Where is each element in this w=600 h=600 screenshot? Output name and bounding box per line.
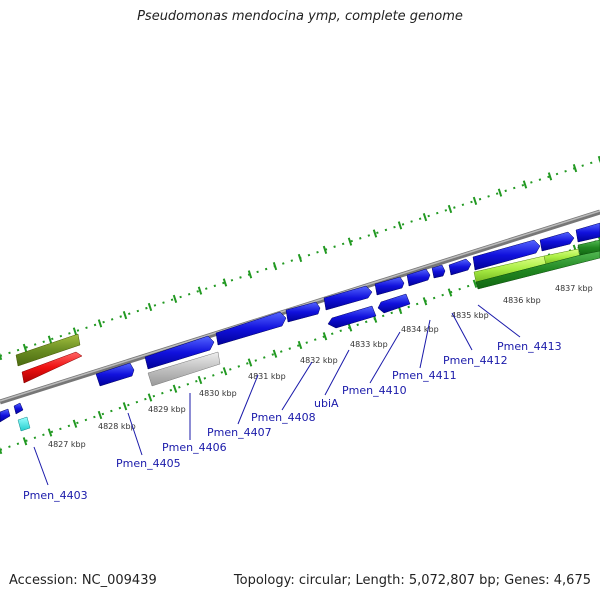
major-tick bbox=[422, 213, 428, 222]
gene-blue-11[interactable] bbox=[539, 231, 575, 252]
scale-label: 4828 kbp bbox=[98, 422, 136, 431]
major-tick bbox=[322, 332, 328, 341]
major-tick bbox=[72, 327, 78, 336]
gene-dark-green-feature-2[interactable] bbox=[577, 239, 600, 256]
major-tick bbox=[172, 294, 178, 303]
major-tick bbox=[297, 253, 303, 263]
major-tick bbox=[497, 188, 503, 197]
gene-label[interactable]: Pmen_4405 bbox=[116, 457, 181, 470]
gene-blue-9[interactable] bbox=[448, 258, 472, 276]
major-tick bbox=[397, 221, 403, 230]
gene-label[interactable]: Pmen_4406 bbox=[162, 441, 227, 454]
major-tick bbox=[222, 367, 228, 376]
major-tick bbox=[522, 180, 528, 189]
gene-blue-2[interactable] bbox=[144, 335, 215, 370]
major-tick bbox=[297, 340, 303, 350]
major-tick bbox=[22, 343, 28, 352]
forward-strand-features bbox=[15, 222, 600, 387]
gene-label[interactable]: Pmen_4411 bbox=[392, 369, 457, 382]
scale-label: 4833 kbp bbox=[350, 340, 388, 349]
major-tick bbox=[22, 437, 28, 446]
major-tick bbox=[172, 384, 178, 393]
major-tick bbox=[372, 229, 378, 238]
genome-backbone-highlight bbox=[0, 210, 600, 402]
map-title: Pseudomonas mendocina ymp, complete geno… bbox=[137, 9, 463, 24]
gene-label[interactable]: Pmen_4407 bbox=[207, 426, 272, 439]
gene-labels: Pmen_4403 Pmen_4405 Pmen_4406 Pmen_4407 … bbox=[23, 340, 562, 502]
outer-major-ticks bbox=[0, 155, 600, 361]
scale-label: 4836 kbp bbox=[503, 296, 541, 305]
scale-label: 4831 kbp bbox=[248, 372, 286, 381]
gene-label[interactable]: Pmen_4412 bbox=[443, 354, 508, 367]
gene-blue-rev-2[interactable] bbox=[377, 293, 411, 314]
major-tick bbox=[122, 402, 128, 411]
reverse-strand-features bbox=[0, 239, 600, 432]
scale-label: 4835 kbp bbox=[451, 311, 489, 320]
major-tick bbox=[597, 235, 600, 244]
scale-label: 4832 kbp bbox=[300, 356, 338, 365]
scale-label: 4829 kbp bbox=[148, 405, 186, 414]
major-tick bbox=[322, 245, 328, 254]
gene-blue-rev-1[interactable] bbox=[327, 305, 377, 329]
gene-rrna-red[interactable] bbox=[21, 351, 83, 384]
gene-blue-8[interactable] bbox=[431, 264, 446, 279]
scale-label: 4830 kbp bbox=[199, 389, 237, 398]
major-tick bbox=[222, 278, 228, 287]
major-tick bbox=[147, 393, 153, 402]
major-tick bbox=[547, 172, 553, 181]
major-tick bbox=[72, 419, 78, 428]
major-tick bbox=[47, 428, 53, 437]
major-tick bbox=[197, 286, 203, 295]
gene-label[interactable]: Pmen_4413 bbox=[497, 340, 562, 353]
major-tick bbox=[422, 297, 428, 306]
gene-olive-feature[interactable] bbox=[15, 333, 81, 367]
major-tick bbox=[97, 410, 103, 420]
gene-label[interactable]: Pmen_4403 bbox=[23, 489, 88, 502]
major-tick bbox=[247, 270, 253, 279]
major-tick bbox=[472, 279, 478, 288]
major-tick bbox=[447, 204, 453, 214]
major-tick bbox=[447, 288, 453, 297]
major-tick bbox=[0, 446, 3, 455]
gene-blue-1[interactable] bbox=[95, 362, 135, 387]
major-tick bbox=[347, 237, 353, 246]
gene-label[interactable]: Pmen_4410 bbox=[342, 384, 407, 397]
major-tick bbox=[572, 164, 578, 173]
major-tick bbox=[122, 311, 128, 320]
major-tick bbox=[347, 323, 353, 332]
scale-label: 4827 kbp bbox=[48, 440, 86, 449]
major-tick bbox=[247, 358, 253, 367]
gene-blue-12[interactable] bbox=[575, 222, 600, 243]
gene-cyan-feature[interactable] bbox=[17, 416, 31, 432]
gene-label[interactable]: Pmen_4408 bbox=[251, 411, 316, 424]
major-tick bbox=[97, 319, 103, 328]
major-tick bbox=[472, 196, 478, 205]
gene-dark-green-feature[interactable] bbox=[475, 249, 600, 290]
gene-blue-rev-edge[interactable] bbox=[0, 408, 11, 423]
major-tick bbox=[597, 155, 600, 164]
major-tick bbox=[272, 262, 278, 271]
gene-label[interactable]: ubiA bbox=[314, 397, 339, 410]
gene-blue-4[interactable] bbox=[285, 301, 321, 323]
major-tick bbox=[197, 375, 203, 385]
gene-blue-rev-small[interactable] bbox=[13, 402, 24, 415]
major-tick bbox=[47, 335, 53, 344]
major-tick bbox=[272, 349, 278, 358]
gene-blue-7[interactable] bbox=[406, 268, 431, 287]
scale-label: 4837 kbp bbox=[555, 284, 593, 293]
gene-blue-6[interactable] bbox=[374, 276, 405, 296]
major-tick bbox=[147, 302, 153, 312]
gene-blue-3[interactable] bbox=[215, 311, 287, 346]
scale-labels: 4827 kbp 4828 kbp 4829 kbp 4830 kbp 4831… bbox=[48, 284, 593, 449]
accession-text: Accession: NC_009439 bbox=[9, 573, 157, 588]
gene-grey-feature[interactable] bbox=[147, 351, 221, 387]
major-tick bbox=[0, 352, 3, 361]
label-leaders bbox=[33, 304, 521, 486]
gene-blue-10[interactable] bbox=[472, 239, 541, 271]
scale-label: 4834 kbp bbox=[401, 325, 439, 334]
gene-blue-5[interactable] bbox=[323, 285, 373, 311]
topology-text: Topology: circular; Length: 5,072,807 bp… bbox=[233, 573, 591, 588]
